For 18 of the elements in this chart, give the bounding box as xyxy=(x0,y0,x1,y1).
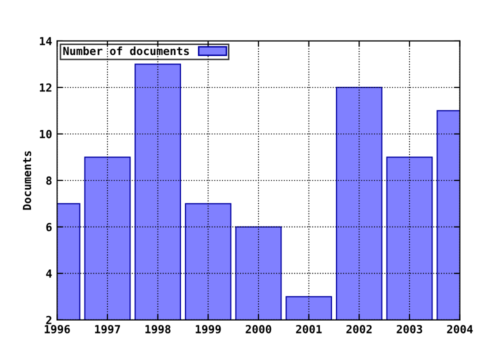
y-tick-label: 2 xyxy=(46,316,52,324)
y-tick-label: 6 xyxy=(46,222,52,232)
x-tick-label: 1999 xyxy=(196,325,221,334)
legend-label: Number of documents xyxy=(63,46,189,56)
x-tick-label: 1998 xyxy=(145,324,170,334)
y-axis-title: Documents xyxy=(22,151,32,210)
x-tick-label: 2000 xyxy=(246,324,272,334)
y-tick-label: 10 xyxy=(40,130,52,138)
x-tick-label: 2003 xyxy=(396,324,422,334)
y-tick-label: 4 xyxy=(46,270,52,278)
x-tick-label: 1997 xyxy=(95,325,120,334)
x-tick-label: 1996 xyxy=(44,324,70,334)
y-tick-label: 14 xyxy=(40,37,52,46)
y-tick-label: 12 xyxy=(40,83,52,92)
y-tick-label: 8 xyxy=(46,176,52,185)
x-tick-label: 2004 xyxy=(447,324,473,334)
x-tick-label: 2002 xyxy=(346,324,372,334)
x-tick-label: 2001 xyxy=(296,324,322,334)
